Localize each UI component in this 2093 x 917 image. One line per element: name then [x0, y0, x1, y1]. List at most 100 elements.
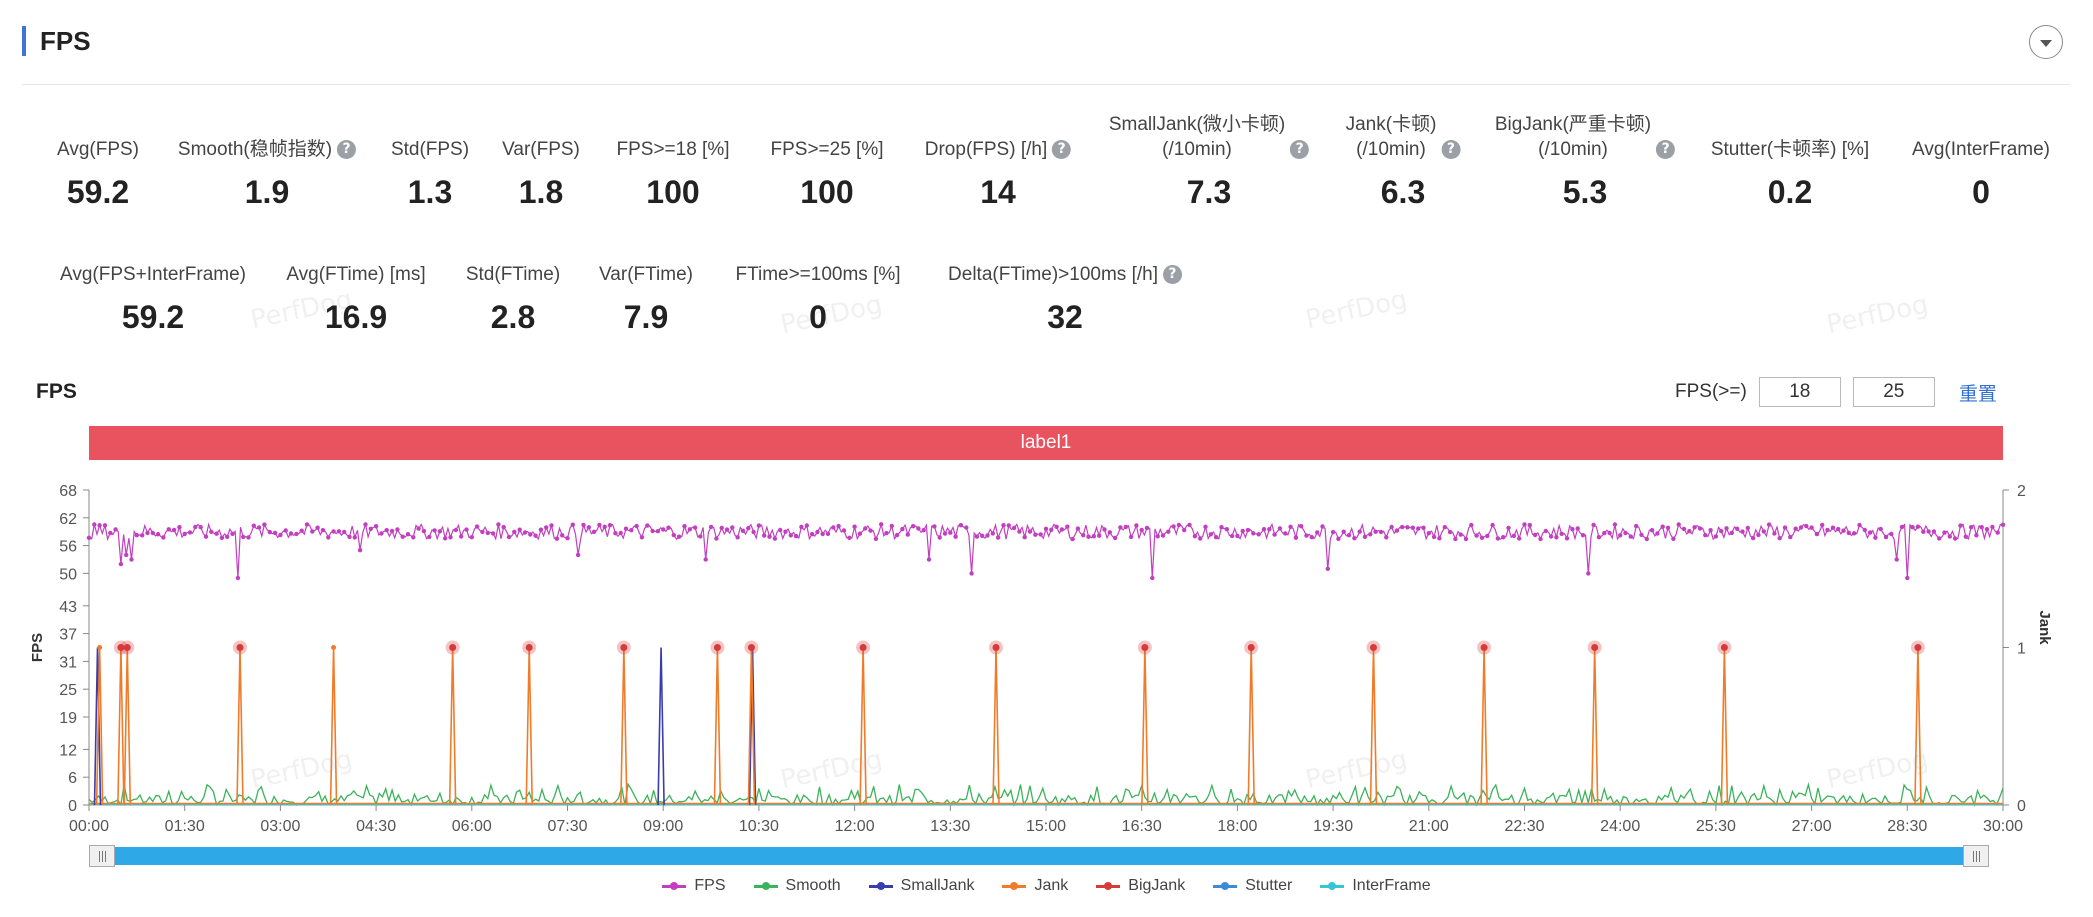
metric: Jank(卡顿) (/10min)? 6.3	[1346, 112, 1461, 210]
fps-point	[1836, 526, 1841, 532]
fps-point	[661, 527, 666, 532]
legend-item[interactable]: Smooth	[753, 877, 841, 895]
fps-point	[108, 530, 113, 536]
help-icon[interactable]: ?	[1656, 140, 1676, 159]
fps-point	[1357, 529, 1362, 534]
fps-point	[852, 524, 857, 529]
help-icon[interactable]: ?	[337, 140, 357, 159]
fps-point	[1958, 523, 1963, 528]
help-icon[interactable]: ?	[1441, 140, 1461, 159]
fps-point	[1644, 536, 1650, 542]
fps-point	[134, 533, 139, 538]
fps-point	[326, 535, 331, 540]
fps-point	[182, 531, 187, 537]
x-tick-label: 25:30	[1696, 818, 1736, 835]
collapse-button[interactable]	[2029, 25, 2063, 59]
slider-handle-right[interactable]	[1963, 845, 1989, 867]
fps-point	[315, 525, 320, 530]
legend-item[interactable]: BigJank	[1096, 877, 1185, 895]
threshold-input-2[interactable]	[1852, 377, 1935, 407]
big-jank-spike	[620, 647, 628, 806]
help-icon[interactable]: ?	[1052, 140, 1072, 159]
fps-point	[86, 535, 92, 540]
fps-point	[1979, 525, 1984, 530]
fps-point	[1166, 529, 1171, 534]
help-icon[interactable]: ?	[1162, 265, 1182, 284]
fps-point	[1522, 522, 1527, 527]
fps-point	[730, 525, 735, 530]
fps-point	[809, 531, 815, 537]
fps-point	[1735, 526, 1740, 531]
fps-point	[1984, 527, 1990, 532]
x-tick-label: 10:30	[739, 818, 779, 835]
fps-point	[1687, 529, 1692, 534]
metric-value: 0.2	[1767, 174, 1813, 210]
help-icon[interactable]: ?	[1290, 140, 1310, 159]
x-tick-label: 18:00	[1217, 818, 1257, 835]
fps-point	[1931, 529, 1937, 534]
big-jank-spike	[448, 647, 457, 806]
section-header: FPS	[22, 26, 91, 56]
legend-item[interactable]: FPS	[662, 877, 726, 895]
fps-point	[267, 529, 272, 535]
fps-point	[1352, 536, 1357, 541]
fps-point	[1346, 533, 1352, 538]
metric: Avg(FPS+InterFrame) 59.2	[60, 237, 246, 335]
fps-point	[1926, 529, 1931, 534]
fps-point	[1107, 530, 1113, 535]
fps-point	[1203, 524, 1208, 529]
y-tick-label: 25	[59, 682, 77, 699]
fps-point	[1235, 533, 1240, 539]
y-tick-label: 43	[59, 599, 77, 616]
fps-point	[863, 526, 868, 531]
y2-tick-label: 2	[2017, 483, 2026, 500]
y-axis-label: FPS	[29, 633, 46, 662]
fps-point	[1857, 522, 1862, 528]
fps-point	[1899, 524, 1905, 530]
fps-point	[427, 534, 432, 540]
fps-point	[1554, 535, 1559, 540]
fps-point	[241, 534, 246, 540]
fps-point	[1208, 532, 1214, 537]
fps-point	[575, 552, 581, 558]
fps-point	[1144, 525, 1150, 531]
slider-handle-left[interactable]	[89, 845, 115, 867]
fps-point	[1155, 534, 1160, 539]
fps-point	[1708, 528, 1713, 533]
metric: FPS>=18 [%] 100	[616, 112, 729, 210]
reset-link[interactable]: 重置	[1958, 383, 1997, 405]
big-jank-point	[992, 644, 1000, 651]
fps-point	[1501, 535, 1506, 540]
fps-point	[995, 535, 1001, 540]
fps-point	[602, 524, 607, 529]
time-range-slider[interactable]	[89, 845, 1989, 867]
big-jank-point	[1247, 644, 1255, 651]
fps-point	[884, 530, 889, 536]
metric-label-text: Std(FPS)	[390, 139, 470, 160]
fps-point	[1192, 534, 1198, 539]
fps-point	[990, 531, 995, 536]
fps-point	[1543, 528, 1549, 534]
fps-point	[193, 524, 198, 530]
metric-label: FPS>=25 [%]	[770, 112, 883, 162]
fps-point	[905, 532, 910, 537]
fps-point	[1070, 536, 1075, 542]
legend-item[interactable]: SmallJank	[868, 877, 974, 895]
fps-point	[958, 523, 964, 528]
metric: FPS>=25 [%] 100	[770, 112, 883, 210]
slider-track[interactable]	[89, 847, 1989, 865]
legend-item[interactable]: Jank	[1002, 877, 1068, 895]
fps-point	[1586, 571, 1591, 576]
metric-label: Std(FTime)	[466, 237, 560, 287]
legend-item[interactable]: InterFrame	[1320, 877, 1431, 895]
label-band[interactable]: label1	[89, 426, 2003, 460]
fps-point	[331, 529, 336, 534]
fps-point	[1474, 533, 1479, 538]
fps-point	[969, 571, 974, 576]
metric-label-text: Var(FTime)	[599, 264, 693, 285]
legend-item[interactable]: Stutter	[1213, 877, 1292, 895]
fps-point	[554, 536, 560, 541]
fps-point	[219, 535, 225, 540]
threshold-input-1[interactable]	[1758, 377, 1841, 407]
